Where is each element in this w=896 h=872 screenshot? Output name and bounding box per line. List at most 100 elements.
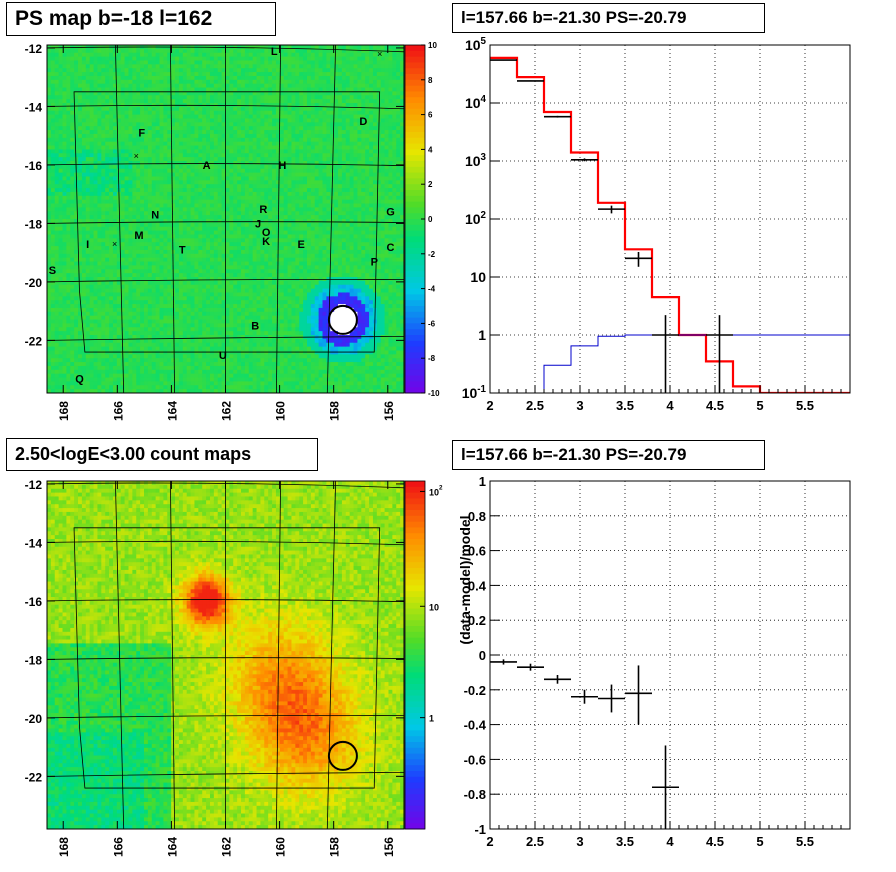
map-pixel [140, 284, 145, 290]
map-pixel [225, 130, 230, 135]
map-pixel [58, 52, 64, 58]
map-pixel [54, 253, 60, 259]
map-pixel [147, 369, 153, 375]
map-pixel [144, 48, 149, 54]
map-pixel [209, 153, 215, 158]
map-pixel [144, 373, 149, 379]
map-pixel [66, 346, 71, 352]
map-pixel [175, 164, 180, 170]
map-pixel [151, 373, 157, 379]
map-pixel [190, 106, 196, 112]
map-pixel [124, 153, 130, 158]
map-pixel [241, 64, 246, 69]
map-pixel [186, 288, 192, 294]
map-pixel [147, 304, 153, 309]
map-pixel [54, 106, 60, 112]
map-pixel [120, 331, 126, 336]
map-pixel [233, 211, 238, 216]
map-pixel [248, 315, 254, 321]
map-pixel [252, 261, 258, 266]
map-pixel [256, 296, 262, 301]
map-pixel [136, 338, 141, 344]
map-pixel [159, 253, 165, 259]
map-pixel [109, 149, 114, 154]
map-pixel [167, 296, 172, 301]
map-pixel [89, 362, 95, 367]
map-pixel [248, 257, 254, 263]
map-pixel [47, 161, 52, 166]
map-pixel [248, 56, 254, 62]
map-pixel [194, 64, 199, 69]
map-pixel [159, 277, 165, 282]
map-pixel [256, 195, 262, 201]
map-pixel [132, 126, 137, 131]
map-pixel [163, 106, 168, 112]
map-pixel [225, 215, 230, 220]
map-pixel [136, 157, 141, 162]
map-pixel [62, 141, 67, 147]
map-pixel [62, 68, 67, 73]
map-pixel [147, 87, 153, 92]
map-pixel [198, 226, 203, 232]
map-pixel [89, 238, 95, 243]
map-pixel [233, 269, 238, 274]
map-pixel [209, 226, 215, 232]
map-pixel [186, 292, 192, 297]
map-pixel [151, 48, 157, 54]
map-pixel [66, 246, 71, 251]
map-pixel [225, 222, 230, 228]
map-pixel [209, 365, 215, 371]
map-pixel [70, 114, 75, 120]
map-pixel [62, 199, 67, 205]
map-pixel [120, 265, 126, 270]
map-pixel [109, 249, 114, 255]
map-pixel [85, 288, 91, 294]
map-pixel [74, 261, 79, 266]
map-pixel [225, 253, 230, 259]
map-pixel [159, 114, 165, 120]
map-pixel [248, 261, 254, 266]
map-pixel [151, 307, 157, 313]
map-pixel [112, 242, 118, 247]
map-pixel [128, 106, 133, 112]
map-pixel [89, 114, 95, 120]
map-pixel [140, 91, 145, 96]
map-pixel [175, 118, 180, 123]
map-pixel [194, 141, 199, 147]
map-pixel [132, 215, 137, 220]
map-pixel [81, 331, 87, 336]
map-pixel [159, 238, 165, 243]
map-pixel [252, 269, 258, 274]
map-pixel [209, 114, 215, 120]
map-pixel [54, 137, 60, 143]
map-pixel [206, 315, 211, 321]
map-pixel [190, 195, 196, 201]
map-pixel [175, 191, 180, 197]
map-pixel [58, 87, 64, 92]
map-pixel [112, 249, 118, 255]
map-pixel [229, 323, 234, 328]
map-pixel [244, 362, 250, 367]
map-pixel [101, 184, 106, 189]
map-pixel [109, 335, 114, 340]
map-pixel [74, 110, 79, 116]
map-pixel [116, 64, 122, 69]
map-pixel [93, 350, 99, 355]
map-pixel [186, 203, 192, 208]
map-pixel [147, 307, 153, 313]
map-pixel [159, 327, 165, 332]
map-pixel [229, 137, 234, 143]
map-pixel [81, 377, 87, 382]
map-pixel [256, 253, 262, 259]
map-pixel [62, 79, 67, 85]
map-pixel [50, 95, 56, 100]
map-pixel [175, 184, 180, 189]
map-pixel [70, 381, 75, 386]
map-pixel [97, 249, 102, 255]
map-pixel [97, 315, 102, 321]
map-pixel [50, 242, 56, 247]
map-pixel [163, 284, 168, 290]
map-pixel [109, 188, 114, 193]
map-pixel [237, 149, 242, 154]
map-pixel [58, 48, 64, 54]
